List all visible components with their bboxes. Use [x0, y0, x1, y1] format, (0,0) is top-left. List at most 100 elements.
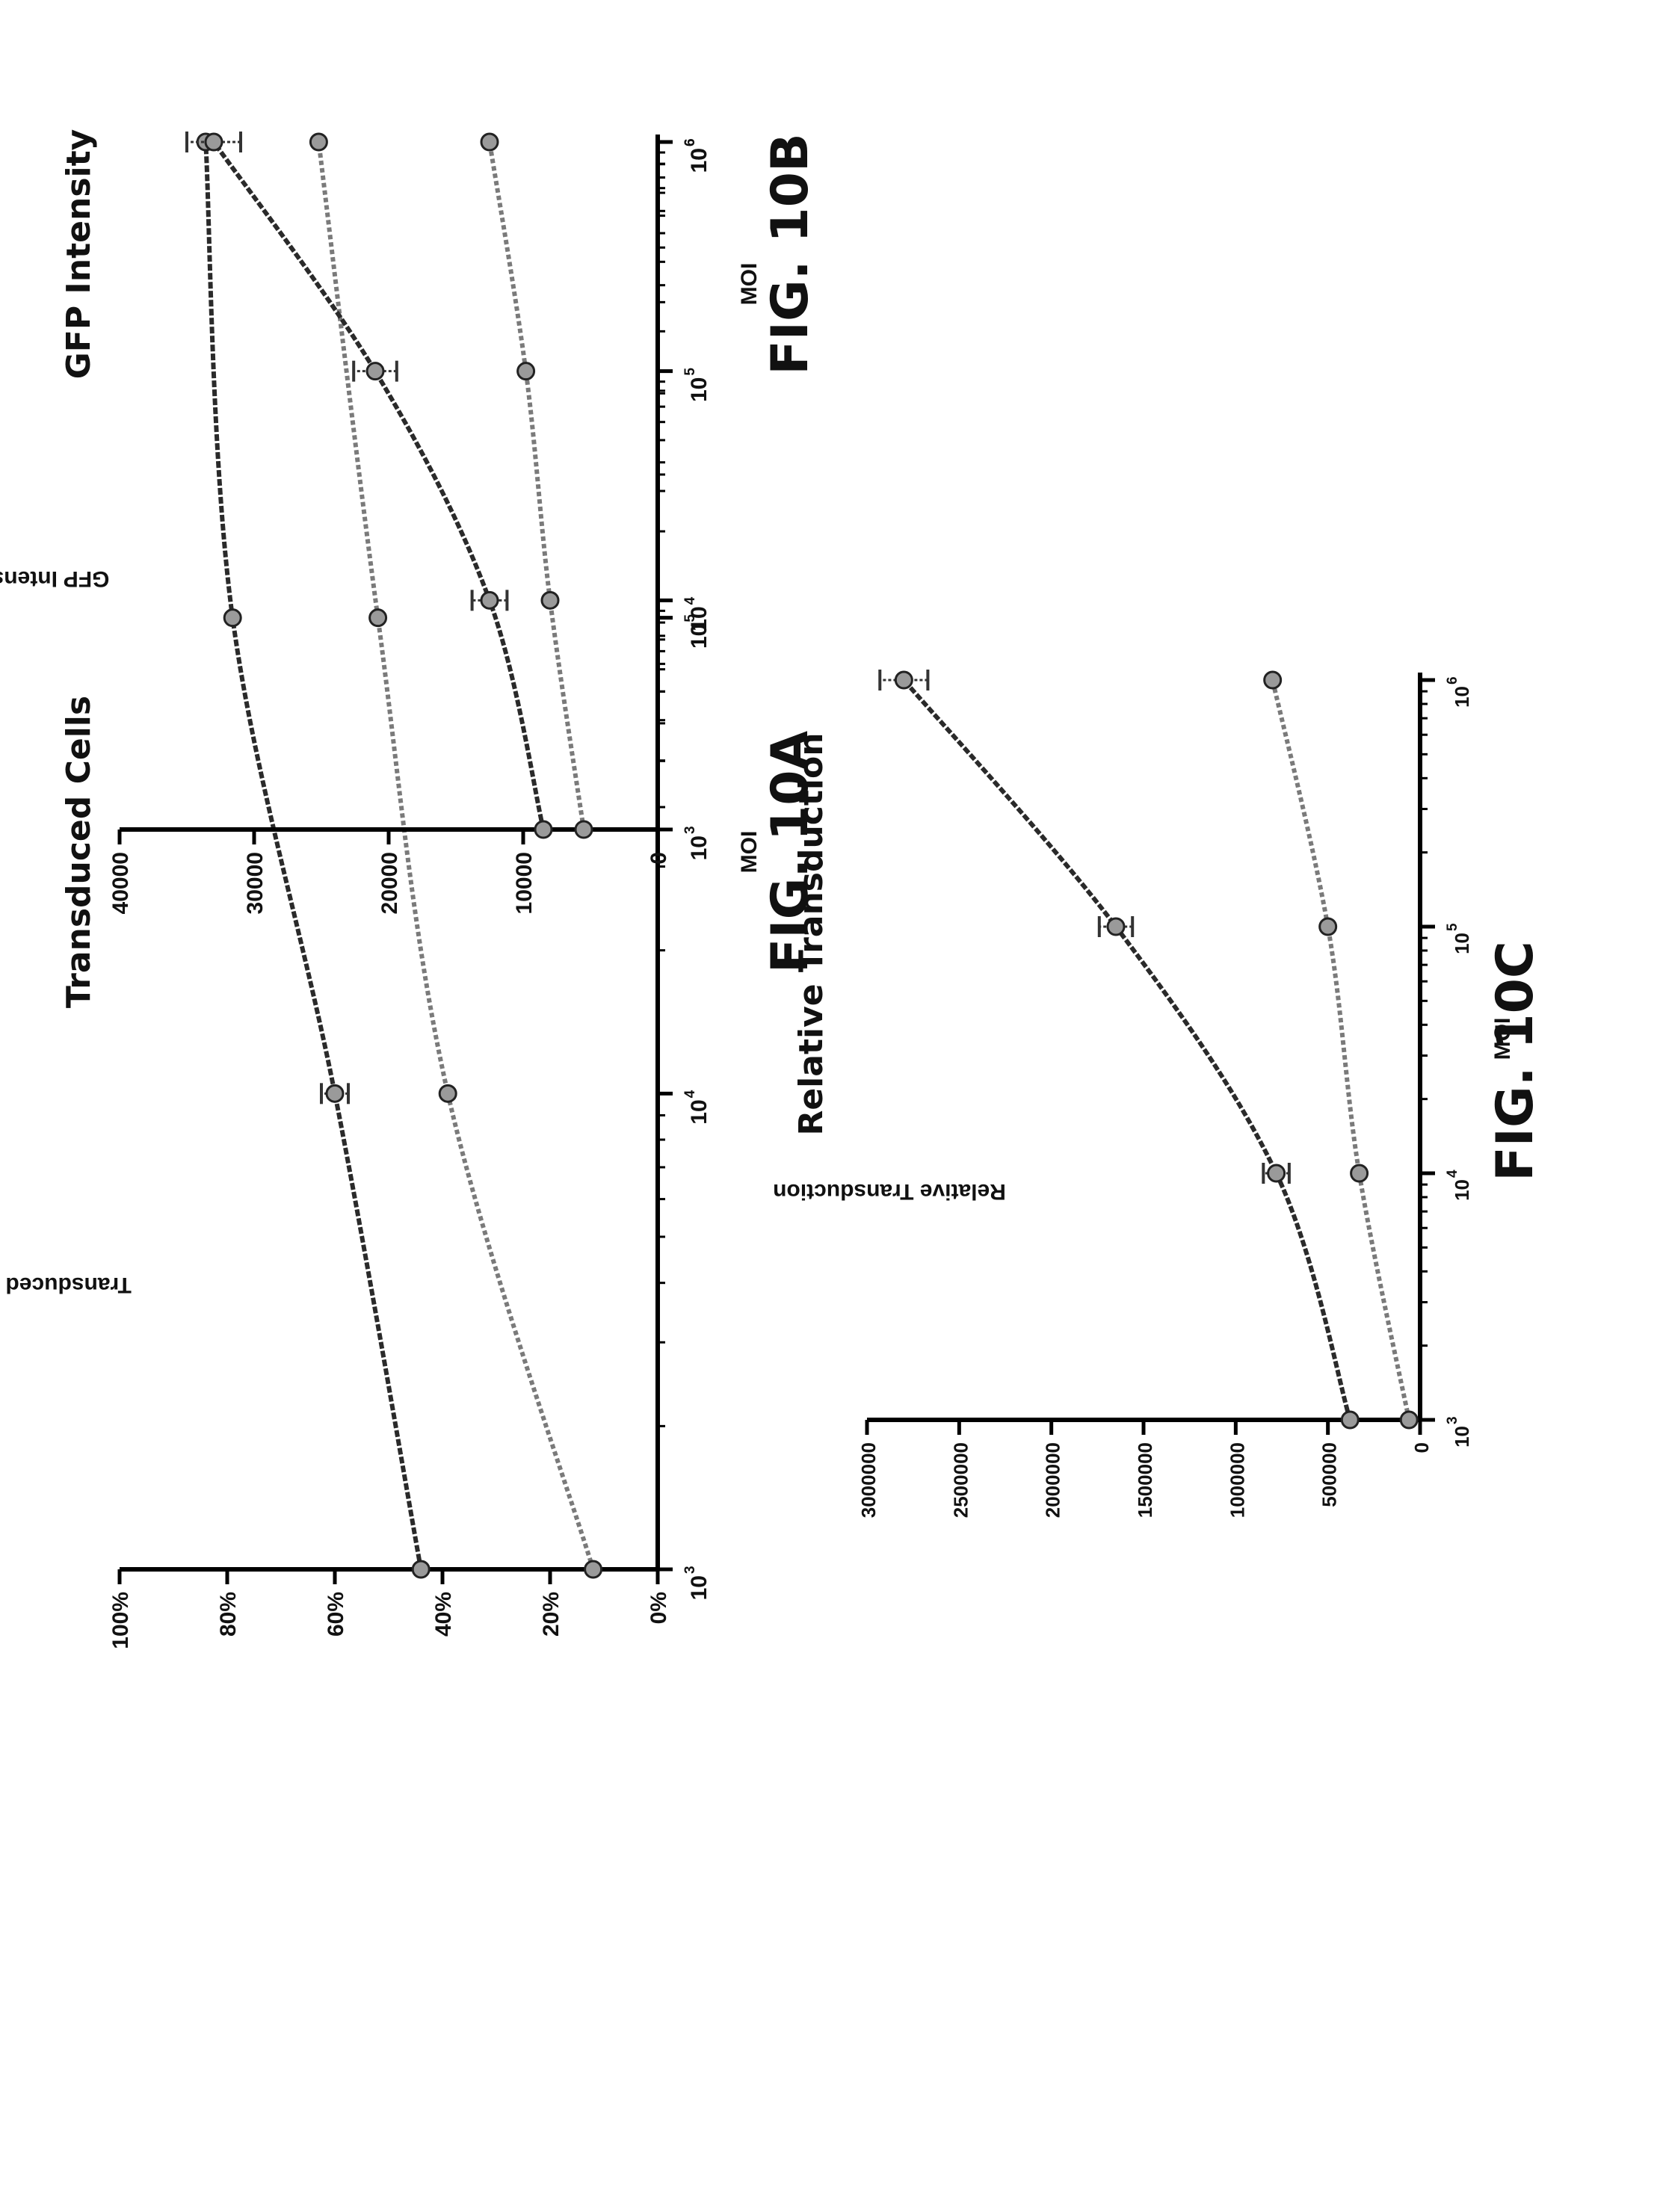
y-tick-label: 10000	[512, 852, 537, 914]
chart-title: GFP Intensity	[60, 129, 98, 380]
series-2-line	[487, 141, 586, 830]
y-tick-label: 0	[1410, 1442, 1433, 1453]
series-1-point	[325, 1084, 345, 1103]
x-tick-label-group: 104	[682, 596, 712, 631]
x-tick-label-group: 105	[1445, 923, 1473, 954]
x-tick-label: 10	[687, 606, 712, 631]
series-1-line	[902, 679, 1353, 1421]
series-1-point	[1106, 917, 1126, 936]
y-tick-label-group: 40000	[108, 852, 133, 914]
figure-label-group: FIG. 10B	[761, 133, 820, 375]
y-tick-label: 40%	[431, 1592, 456, 1637]
chart-title: Transduced Cells	[60, 696, 98, 1008]
series-2-point	[368, 608, 388, 628]
y-tick-label: 2000000	[1042, 1442, 1064, 1518]
series-1-point	[411, 1560, 431, 1579]
series-1-point	[223, 608, 242, 628]
y-axis-title: Transduced hCFs	[0, 1273, 132, 1297]
x-tick-label-group: 106	[682, 138, 712, 173]
y-tick-label-group: 0	[1410, 1442, 1433, 1453]
chart-title: Relative Transduction	[792, 732, 830, 1135]
series-2-point	[480, 132, 499, 152]
y-tick-label-group: 2500000	[949, 1442, 972, 1518]
y-tick-label: 1000000	[1226, 1442, 1248, 1518]
chart-title-group: Relative Transduction	[792, 732, 830, 1135]
series-2-point	[584, 1560, 603, 1579]
x-axis-title-group: MOI	[737, 831, 762, 874]
series-2-point	[516, 362, 536, 381]
figure-label: FIG. 10C	[1486, 941, 1545, 1181]
x-tick-label-group: 106	[682, 138, 712, 173]
y-tick-label: 0%	[647, 1592, 671, 1624]
x-tick-label-group: 105	[682, 614, 712, 649]
x-tick-label: 10	[687, 835, 712, 860]
series-1-point	[480, 590, 499, 610]
series-1-point	[365, 362, 385, 381]
chart-relative-transduction: 1031041051060500000100000015000002000000…	[773, 670, 1545, 1518]
y-tick-label-group: 20000	[377, 852, 402, 914]
x-tick-exponent: 5	[682, 368, 698, 376]
y-tick-label: 60%	[324, 1592, 348, 1637]
x-tick-label-group: 104	[1445, 1170, 1473, 1201]
x-tick-exponent: 6	[1445, 676, 1460, 685]
series-2-point	[1263, 670, 1283, 690]
y-tick-label: 2500000	[949, 1442, 972, 1518]
x-axis-title-group: MOI	[737, 263, 762, 306]
y-tick-label-group: 100%	[108, 1592, 133, 1649]
x-tick-label: 10	[1451, 686, 1473, 708]
x-tick-label: 10	[1451, 1179, 1473, 1201]
y-tick-label: 100%	[108, 1592, 133, 1649]
x-tick-label: 10	[687, 624, 712, 649]
x-tick-label-group: 103	[682, 826, 712, 860]
y-axis-title: Relative Transduction	[773, 1179, 1006, 1204]
series-1-point	[1267, 1164, 1286, 1183]
y-tick-label-group: 30000	[243, 852, 268, 914]
series-1-line	[212, 140, 546, 830]
figure-label: FIG. 10B	[761, 133, 820, 375]
x-tick-label: 10	[687, 148, 712, 173]
x-tick-exponent: 4	[682, 596, 698, 605]
y-tick-label-group: 1000000	[1226, 1442, 1248, 1518]
x-tick-label: 10	[1451, 933, 1473, 954]
y-tick-label: 0	[647, 852, 671, 865]
y-tick-label-group: 10000	[512, 852, 537, 914]
x-tick-label-group: 103	[1445, 1416, 1473, 1448]
x-axis-title: MOI	[737, 263, 762, 306]
series-1-point	[894, 670, 913, 690]
series-1-point	[534, 820, 553, 839]
y-tick-label-group: 0%	[647, 1592, 671, 1624]
x-tick-label: 10	[687, 1575, 712, 1600]
x-tick-label: 10	[1451, 1426, 1473, 1448]
y-tick-label-group: 20%	[539, 1592, 564, 1637]
y-tick-label: 500000	[1318, 1442, 1341, 1507]
x-tick-exponent: 6	[682, 138, 698, 146]
chart-title-group: GFP Intensity	[60, 129, 98, 380]
x-tick-label: 10	[687, 148, 712, 173]
series-1-point	[1340, 1410, 1360, 1430]
series-2-point	[574, 820, 593, 839]
x-tick-exponent: 4	[1445, 1170, 1460, 1178]
x-tick-label: 10	[687, 377, 712, 402]
y-tick-label: 3000000	[857, 1442, 880, 1518]
x-tick-exponent: 4	[682, 1090, 698, 1098]
series-2-line	[1270, 679, 1412, 1421]
chart-transduced-cells: 1031041051060%20%40%60%80%100%Transduced…	[0, 132, 820, 1649]
x-axis-title: MOI	[1490, 1018, 1515, 1060]
y-tick-label-group: 80%	[216, 1592, 241, 1637]
series-2-point	[1399, 1410, 1419, 1430]
y-tick-label-group: 500000	[1318, 1442, 1341, 1507]
x-tick-exponent: 6	[682, 138, 698, 146]
series-2-point	[438, 1084, 457, 1103]
x-tick-exponent: 3	[1445, 1416, 1460, 1424]
y-tick-label-group: 40%	[431, 1592, 456, 1637]
x-tick-label-group: 106	[1445, 676, 1473, 708]
x-tick-label-group: 105	[682, 368, 712, 402]
x-tick-exponent: 5	[682, 614, 698, 622]
y-axis-title: GFP Intensity	[0, 566, 109, 591]
chart-title-group: Transduced Cells	[60, 696, 98, 1008]
x-tick-exponent: 5	[1445, 923, 1460, 931]
figure-label-group: FIG. 10A	[761, 730, 820, 973]
x-tick-label: 10	[687, 1099, 712, 1124]
